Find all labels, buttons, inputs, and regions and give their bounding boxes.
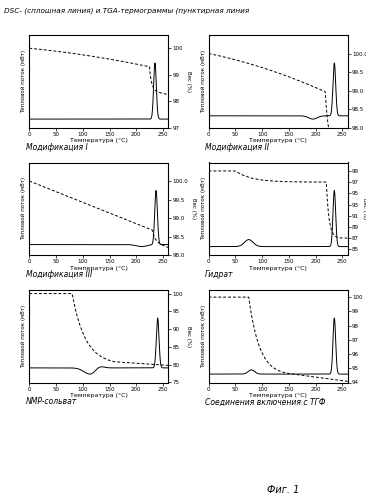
X-axis label: Температура (°C): Температура (°C)	[249, 266, 307, 270]
Text: DSC- (сплошная линия) и TGA-термограммы (пунктирная линия: DSC- (сплошная линия) и TGA-термограммы …	[4, 8, 249, 14]
Y-axis label: Вес (%): Вес (%)	[362, 198, 366, 220]
X-axis label: Температура (°C): Температура (°C)	[70, 393, 128, 398]
Y-axis label: Тепловой поток (мВт): Тепловой поток (мВт)	[201, 50, 206, 113]
Y-axis label: Тепловой поток (мВт): Тепловой поток (мВт)	[21, 50, 26, 113]
Y-axis label: Тепловой поток (мВт): Тепловой поток (мВт)	[21, 177, 26, 240]
Y-axis label: Тепловой поток (мВт): Тепловой поток (мВт)	[201, 304, 206, 368]
Y-axis label: Тепловой поток (мВт): Тепловой поток (мВт)	[21, 304, 26, 368]
Text: NMP-сольват: NMP-сольват	[26, 398, 77, 406]
Y-axis label: Вес (%): Вес (%)	[365, 326, 366, 347]
Text: Соединения включения с ТГФ: Соединения включения с ТГФ	[205, 398, 325, 406]
X-axis label: Температура (°C): Температура (°C)	[70, 138, 128, 143]
X-axis label: Температура (°C): Температура (°C)	[249, 138, 307, 143]
Text: Модификация III: Модификация III	[26, 270, 92, 279]
Y-axis label: Вес (%): Вес (%)	[191, 198, 196, 220]
Text: Модификация II: Модификация II	[205, 142, 269, 152]
X-axis label: Температура (°C): Температура (°C)	[249, 393, 307, 398]
Y-axis label: Вес (%): Вес (%)	[186, 70, 191, 92]
Text: Гидрат: Гидрат	[205, 270, 234, 279]
Text: Фиг. 1: Фиг. 1	[267, 485, 299, 495]
X-axis label: Температура (°C): Температура (°C)	[70, 266, 128, 270]
Text: Модификация I: Модификация I	[26, 142, 87, 152]
Y-axis label: Вес (%): Вес (%)	[186, 326, 191, 347]
Y-axis label: Тепловой поток (мВт): Тепловой поток (мВт)	[201, 177, 206, 240]
